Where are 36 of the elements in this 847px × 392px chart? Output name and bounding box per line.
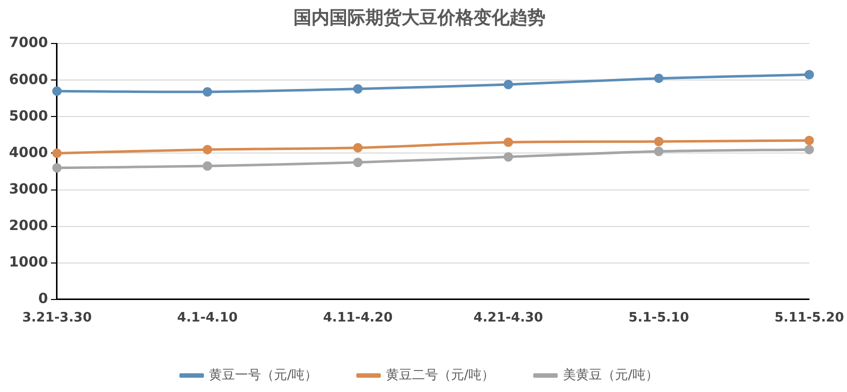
point [654,146,664,156]
y-tick-label: 6000 [8,72,48,88]
x-tick-label: 3.21-3.30 [22,310,92,326]
point [804,144,814,154]
point [52,163,62,173]
point [202,87,212,97]
y-tick-label: 0 [38,291,48,308]
y-tick-label: 7000 [8,35,48,52]
point [504,138,514,148]
y-tick-label: 4000 [8,144,48,161]
point [202,144,212,154]
point [804,136,814,146]
x-tick-label: 4.1-4.10 [177,310,238,326]
x-tick-label: 5.11-5.20 [774,310,844,326]
point [654,136,664,146]
point [504,80,514,90]
y-tick-label: 2000 [8,218,48,234]
legend-label: 黄豆一号（元/吨） [209,368,318,383]
point [202,161,212,171]
y-tick-label: 1000 [8,254,48,270]
x-tick-label: 4.21-4.30 [474,310,544,326]
y-tick-label: 5000 [8,108,48,124]
legend-label: 美黄豆（元/吨） [562,366,658,383]
point [353,84,363,94]
x-tick-label: 5.1-5.10 [628,310,690,326]
y-tick-label: 3000 [8,181,48,198]
point [353,142,363,152]
chart-title: 国内国际期货大豆价格变化趋势 [294,7,546,28]
point [654,74,664,84]
point [504,152,514,162]
point [804,70,814,80]
point [353,158,363,168]
legend-label: 黄豆二号（元/吨） [386,368,494,383]
point [52,148,62,158]
point [52,86,62,96]
x-tick-label: 4.11-4.20 [323,310,393,326]
